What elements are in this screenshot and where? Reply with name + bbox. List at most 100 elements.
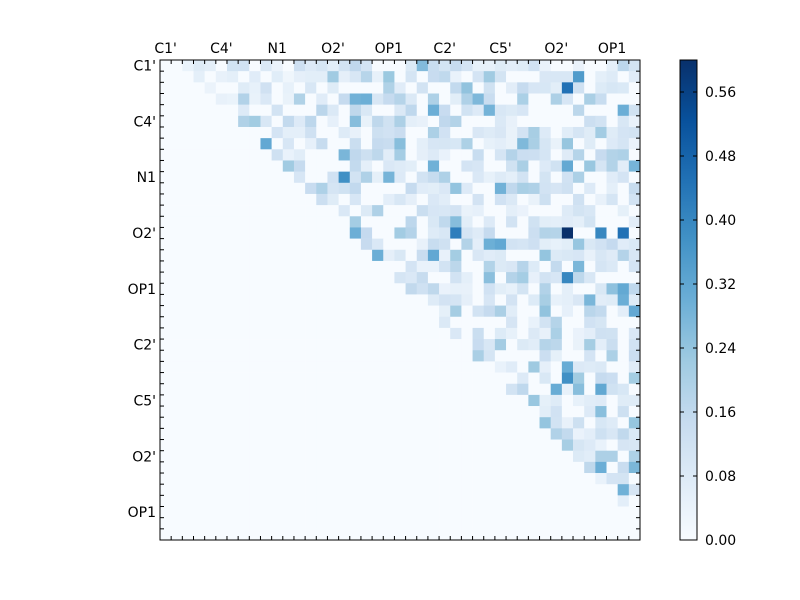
- heatmap-cell: [427, 104, 440, 117]
- heatmap-cell: [573, 193, 585, 206]
- heatmap-cell: [193, 450, 205, 463]
- heatmap-cell: [405, 484, 418, 496]
- heatmap-cell: [439, 138, 451, 150]
- y-tick-label: C5': [133, 394, 156, 410]
- heatmap-cell: [561, 484, 574, 496]
- heatmap-cell: [606, 316, 618, 329]
- heatmap-cell: [305, 439, 317, 451]
- heatmap-cell: [427, 260, 440, 273]
- heatmap-cell: [539, 227, 551, 239]
- heatmap-cell: [193, 406, 205, 418]
- y-tick-label: C1': [133, 59, 156, 75]
- heatmap-cell: [383, 93, 395, 105]
- heatmap-cell: [606, 260, 618, 273]
- heatmap-cell: [617, 238, 630, 251]
- heatmap-cell: [171, 439, 183, 451]
- heatmap-cell: [472, 227, 485, 239]
- heatmap-cell: [238, 149, 250, 161]
- heatmap-cell: [193, 506, 205, 518]
- heatmap-cell: [506, 283, 518, 295]
- heatmap-cell: [573, 439, 585, 451]
- heatmap-cell: [338, 93, 351, 105]
- heatmap-cell: [517, 473, 529, 485]
- heatmap-cell: [416, 71, 429, 83]
- heatmap-cell: [238, 115, 250, 128]
- heatmap-cell: [494, 182, 507, 195]
- heatmap-cell: [305, 484, 317, 496]
- heatmap-cell: [472, 82, 485, 94]
- heatmap-cell: [238, 238, 250, 251]
- heatmap-cell: [584, 316, 596, 329]
- heatmap-cell: [282, 82, 295, 94]
- heatmap-cell: [349, 506, 362, 518]
- heatmap-cell: [427, 305, 440, 318]
- heatmap-cell: [383, 528, 395, 541]
- heatmap-cell: [628, 428, 641, 440]
- heatmap-cell: [450, 272, 462, 284]
- heatmap-cell: [573, 115, 585, 128]
- heatmap-cell: [171, 71, 183, 83]
- heatmap-cell: [204, 294, 217, 306]
- heatmap-cell: [483, 160, 496, 172]
- heatmap-cell: [472, 461, 485, 474]
- heatmap-cell: [193, 439, 205, 451]
- heatmap-cell: [226, 283, 239, 295]
- heatmap-cell: [494, 138, 507, 150]
- heatmap-cell: [506, 461, 518, 474]
- heatmap-cell: [561, 528, 574, 541]
- heatmap-cell: [628, 249, 641, 262]
- heatmap-cell: [472, 249, 485, 262]
- heatmap-cell: [517, 216, 529, 228]
- heatmap-cell: [271, 372, 284, 385]
- heatmap-cell: [383, 193, 395, 206]
- heatmap-cell: [606, 283, 618, 295]
- heatmap-cell: [606, 517, 618, 530]
- heatmap-cell: [249, 517, 261, 530]
- heatmap-cell: [349, 205, 362, 217]
- heatmap-cell: [506, 439, 518, 451]
- heatmap-cell: [204, 249, 217, 262]
- heatmap-cell: [293, 461, 306, 474]
- heatmap-cell: [305, 372, 317, 385]
- heatmap-cell: [338, 339, 351, 351]
- heatmap-cell: [394, 484, 406, 496]
- heatmap-cell: [316, 383, 328, 396]
- heatmap-cell: [293, 528, 306, 541]
- heatmap-cell: [260, 104, 272, 117]
- heatmap-cell: [372, 272, 384, 284]
- heatmap-cell: [416, 461, 429, 474]
- heatmap-cell: [282, 506, 295, 518]
- heatmap-cell: [282, 126, 295, 139]
- heatmap-cell: [372, 93, 384, 105]
- heatmap-cell: [517, 495, 529, 507]
- heatmap-cell: [327, 249, 339, 262]
- heatmap-cell: [450, 126, 462, 139]
- heatmap-cell: [182, 495, 194, 507]
- heatmap-cell: [293, 227, 306, 239]
- heatmap-cell: [427, 60, 440, 72]
- heatmap-cell: [472, 339, 485, 351]
- heatmap-cell: [383, 339, 395, 351]
- heatmap-cell: [271, 160, 284, 172]
- heatmap-cell: [405, 327, 418, 340]
- heatmap-cell: [226, 126, 239, 139]
- heatmap-cell: [405, 104, 418, 117]
- heatmap-cell: [171, 205, 183, 217]
- heatmap-cell: [528, 327, 540, 340]
- heatmap-cell: [160, 528, 172, 541]
- heatmap-cell: [215, 394, 228, 407]
- heatmap-cell: [584, 160, 596, 172]
- heatmap-cell: [160, 82, 172, 94]
- heatmap-cell: [595, 115, 607, 128]
- heatmap-cell: [405, 417, 418, 429]
- heatmap-cell: [617, 82, 630, 94]
- heatmap-cell: [539, 517, 551, 530]
- heatmap-cell: [628, 138, 641, 150]
- y-tick-label: C2': [133, 338, 156, 354]
- heatmap-cell: [160, 517, 172, 530]
- heatmap-cell: [539, 260, 551, 273]
- heatmap-cell: [561, 238, 574, 251]
- heatmap-cell: [584, 305, 596, 318]
- heatmap-cell: [305, 71, 317, 83]
- heatmap-cell: [338, 171, 351, 184]
